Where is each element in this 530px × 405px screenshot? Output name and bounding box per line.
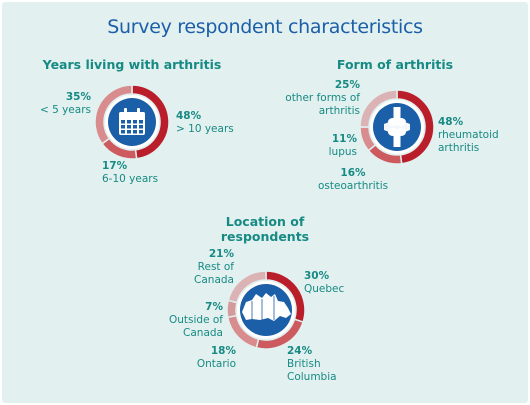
years-pct-over-10: 48% <box>176 110 202 122</box>
donut-slice-3 <box>359 89 398 128</box>
location-text-quebec: Quebec <box>304 283 345 295</box>
location-chart-title: Location of respondents <box>220 214 310 244</box>
years-label-under-5: 35% < 5 years <box>40 91 91 117</box>
location-pct-rest: 21% <box>208 248 234 260</box>
donut-slice-2 <box>94 84 133 145</box>
donut-slice-4 <box>227 270 267 304</box>
form-pct-other: 25% <box>334 79 360 91</box>
location-label-bc: 24% British Columbia <box>287 345 357 384</box>
location-pct-outside: 7% <box>205 301 223 313</box>
location-text-bc: British Columbia <box>287 358 337 383</box>
form-text-osteo: osteoarthritis <box>318 180 389 192</box>
location-label-rest: 21% Rest of Canada <box>174 248 234 287</box>
form-label-lupus: 11% lupus <box>329 133 357 159</box>
location-text-ontario: Ontario <box>196 358 236 370</box>
location-pct-quebec: 30% <box>304 270 330 282</box>
location-pct-bc: 24% <box>287 345 313 357</box>
years-label-over-10: 48% > 10 years <box>176 110 234 136</box>
form-label-other: 25% other forms of arthritis <box>280 79 360 118</box>
location-text-outside: Outside of Canada <box>168 314 223 339</box>
years-donut-chart <box>94 84 170 160</box>
form-label-osteo: 16% osteoarthritis <box>318 167 388 193</box>
form-text-lupus: lupus <box>328 146 357 158</box>
form-text-other: other forms of arthritis <box>285 92 360 117</box>
page-title: Survey respondent characteristics <box>107 16 423 38</box>
years-label-6-10: 17% 6-10 years <box>102 160 158 186</box>
location-label-quebec: 30% Quebec <box>304 270 344 296</box>
location-text-rest: Rest of Canada <box>194 261 234 286</box>
form-pct-osteo: 16% <box>340 167 366 179</box>
form-pct-lupus: 11% <box>331 133 357 145</box>
years-chart-title: Years living with arthritis <box>42 57 222 72</box>
calendar-icon <box>119 108 145 135</box>
form-pct-rheumatoid: 48% <box>438 116 464 128</box>
location-label-ontario: 18% Ontario <box>197 345 236 371</box>
form-chart-title: Form of arthritis <box>336 57 454 72</box>
years-text-over-10: > 10 years <box>176 123 234 135</box>
years-pct-under-5: 35% <box>65 91 91 103</box>
canada-map-icon <box>242 293 291 321</box>
location-donut-chart <box>226 270 306 350</box>
location-pct-ontario: 18% <box>210 345 236 357</box>
form-text-rheumatoid: rheumatoid arthritis <box>438 129 499 154</box>
form-label-rheumatoid: 48% rheumatoid arthritis <box>438 116 518 155</box>
form-donut-chart <box>359 89 435 165</box>
years-text-6-10: 6-10 years <box>102 173 159 185</box>
years-pct-6-10: 17% <box>102 160 128 172</box>
years-text-under-5: < 5 years <box>39 104 91 116</box>
joint-icon <box>384 107 410 147</box>
location-label-outside: 7% Outside of Canada <box>153 301 223 340</box>
